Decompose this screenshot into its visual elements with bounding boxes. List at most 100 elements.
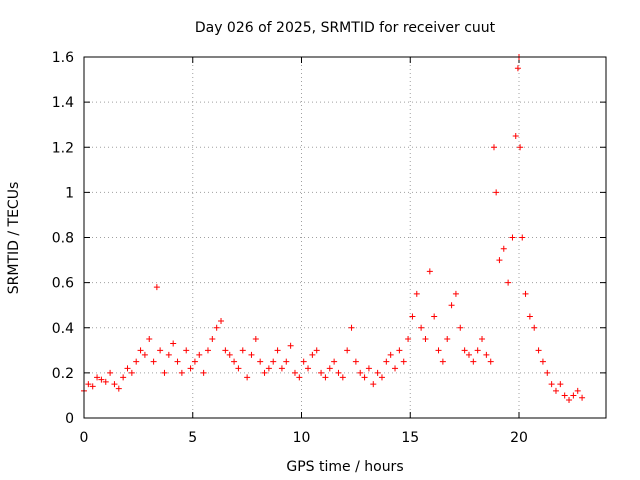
data-point [141,351,148,358]
data-point [85,381,92,388]
data-point [422,336,429,343]
data-point [174,358,181,365]
data-point [517,144,524,151]
data-point [370,381,377,388]
data-point [512,132,519,139]
data-point [265,365,272,372]
data-point [361,374,368,381]
data-point [153,284,160,291]
data-point [519,234,526,241]
data-point [235,365,242,372]
data-point [89,383,96,390]
data-point [231,358,238,365]
data-point [261,369,268,376]
data-point [283,358,290,365]
data-point [248,351,255,358]
data-point [94,374,101,381]
data-point [474,347,481,354]
data-point [300,358,307,365]
data-point [439,358,446,365]
data-point [574,387,581,394]
data-point [291,369,298,376]
y-tick-label: 0 [65,411,74,427]
data-point [365,365,372,372]
data-point [165,351,172,358]
data-point [274,347,281,354]
x-tick-label: 0 [80,430,89,446]
y-tick-label: 0.4 [52,321,74,337]
data-point [348,324,355,331]
data-point [431,313,438,320]
data-point [111,381,118,388]
data-point [544,369,551,376]
data-point [187,365,194,372]
data-point [335,369,342,376]
data-point [213,324,220,331]
y-tick-label: 0.8 [52,231,74,247]
y-tick-label: 1.6 [52,50,74,66]
data-point [115,385,122,392]
data-point [483,351,490,358]
data-point [244,374,251,381]
data-point [500,245,507,252]
data-point [493,189,500,196]
data-point [539,358,546,365]
data-point [461,347,468,354]
data-point [566,396,573,403]
data-point [374,369,381,376]
data-point [313,347,320,354]
x-tick-label: 20 [510,430,528,446]
x-tick-label: 10 [293,430,311,446]
y-tick-label: 0.6 [52,276,74,292]
data-point [378,374,385,381]
data-point [490,144,497,151]
data-point [331,358,338,365]
data-point [531,324,538,331]
data-point [496,257,503,264]
data-point [418,324,425,331]
data-point [150,358,157,365]
y-tick-label: 1.4 [52,95,74,111]
gridlines [84,57,606,418]
data-point [239,347,246,354]
data-point [252,336,259,343]
data-point [383,358,390,365]
data-point [309,351,316,358]
data-point [257,358,264,365]
y-tick-label: 0.2 [52,366,74,382]
data-point [287,342,294,349]
y-tick-label: 1.2 [52,140,74,156]
data-point [218,317,225,324]
data-point [98,376,105,383]
data-point [522,290,529,297]
data-point [305,365,312,372]
data-point [270,358,277,365]
data-point [209,336,216,343]
data-point [170,340,177,347]
data-point [400,358,407,365]
data-point [457,324,464,331]
data-point [339,374,346,381]
data-point [102,378,109,385]
data-point [435,347,442,354]
data-point [570,392,577,399]
data-point [296,374,303,381]
data-point [318,369,325,376]
data-point [178,369,185,376]
data-point [535,347,542,354]
data-point [120,374,127,381]
data-point [509,234,516,241]
data-points [81,54,586,403]
data-point [278,365,285,372]
data-point [426,268,433,275]
data-point [526,313,533,320]
data-point [200,369,207,376]
data-point [579,394,586,401]
data-point [357,369,364,376]
x-tick-label: 15 [401,430,419,446]
data-point [470,358,477,365]
data-point [204,347,211,354]
data-point [137,347,144,354]
tick-labels: 0 0.2 0.4 0.6 0.8 1 1.2 1.4 1.6 0 5 10 15 20 [52,50,528,446]
